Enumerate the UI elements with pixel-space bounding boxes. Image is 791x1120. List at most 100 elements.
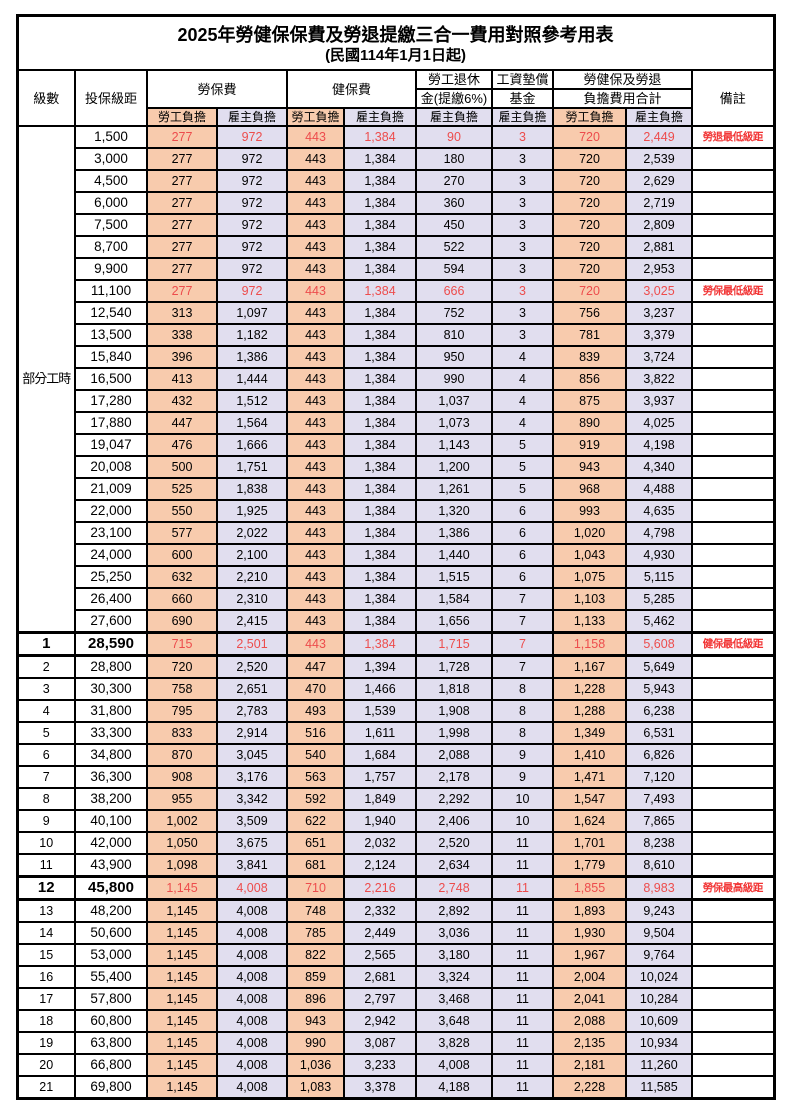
- value-cell: 972: [216, 213, 288, 237]
- col-header-level: 級數: [16, 69, 76, 127]
- value-cell: 1,145: [146, 875, 218, 901]
- note-cell: [691, 565, 775, 589]
- bracket-cell: 57,800: [74, 987, 148, 1011]
- value-cell: 1,200: [415, 455, 493, 479]
- value-cell: 2,041: [552, 987, 627, 1011]
- value-cell: 11: [491, 853, 554, 878]
- value-cell: 8,610: [625, 853, 693, 878]
- value-cell: 2,501: [216, 631, 288, 657]
- value-cell: 8: [491, 699, 554, 723]
- value-cell: 2,178: [415, 765, 493, 789]
- col-header-note: 備註: [691, 69, 775, 127]
- level-cell: 12: [16, 875, 76, 901]
- value-cell: 2,449: [343, 921, 417, 945]
- level-cell: 3: [16, 677, 76, 701]
- value-cell: 632: [146, 565, 218, 589]
- value-cell: 1,838: [216, 477, 288, 501]
- value-cell: 1,103: [552, 587, 627, 611]
- bracket-cell: 63,800: [74, 1031, 148, 1055]
- value-cell: 1,818: [415, 677, 493, 701]
- value-cell: 5,462: [625, 609, 693, 634]
- value-cell: 10,284: [625, 987, 693, 1011]
- value-cell: 1,384: [343, 455, 417, 479]
- value-cell: 1,384: [343, 301, 417, 325]
- value-cell: 972: [216, 257, 288, 281]
- value-cell: 1,701: [552, 831, 627, 855]
- bracket-cell: 26,400: [74, 587, 148, 611]
- value-cell: 1,145: [146, 1031, 218, 1055]
- table-row: 4,500 277 972 443 1,384 270 3 720 2,629: [17, 169, 775, 193]
- value-cell: 11: [491, 1053, 554, 1077]
- value-cell: 2,942: [343, 1009, 417, 1033]
- subheader-labor-employee: 勞工負擔: [146, 107, 218, 127]
- note-cell: [691, 677, 775, 701]
- table-row: 10 42,000 1,050 3,675 651 2,032 2,520 11 1,701 8,…: [16, 831, 775, 855]
- value-cell: 1,684: [343, 743, 417, 767]
- value-cell: 2,881: [625, 235, 693, 259]
- value-cell: 3: [491, 323, 554, 347]
- value-cell: 5: [491, 455, 554, 479]
- value-cell: 443: [286, 367, 345, 391]
- value-cell: 990: [415, 367, 493, 391]
- value-cell: 443: [286, 279, 345, 303]
- value-cell: 5: [491, 477, 554, 501]
- value-cell: 1,998: [415, 721, 493, 745]
- value-cell: 443: [286, 257, 345, 281]
- value-cell: 1,261: [415, 477, 493, 501]
- note-cell: 勞保最高級距: [691, 875, 775, 901]
- subheader-health-employer: 雇主負擔: [343, 107, 417, 127]
- table-row: 8,700 277 972 443 1,384 522 3 720 2,881: [17, 235, 775, 259]
- value-cell: 1,384: [343, 125, 417, 149]
- value-cell: 2,181: [552, 1053, 627, 1077]
- table-row: 20 66,800 1,145 4,008 1,036 3,233 4,008 11 2,181…: [16, 1053, 775, 1077]
- value-cell: 3,841: [216, 853, 288, 878]
- value-cell: 1,751: [216, 455, 288, 479]
- value-cell: 1,893: [552, 898, 627, 923]
- value-cell: 2,216: [343, 875, 417, 901]
- value-cell: 4: [491, 345, 554, 369]
- value-cell: 1,384: [343, 345, 417, 369]
- value-cell: 2,539: [625, 147, 693, 171]
- col-header-wage-fund-line1: 工資墊償: [491, 69, 554, 90]
- note-cell: [691, 169, 775, 193]
- value-cell: 1,908: [415, 699, 493, 723]
- table-row: 24,000 600 2,100 443 1,384 1,440 6 1,043 4,930: [17, 543, 775, 567]
- value-cell: 795: [146, 699, 218, 723]
- value-cell: 8: [491, 721, 554, 745]
- value-cell: 525: [146, 477, 218, 501]
- value-cell: 720: [552, 147, 627, 171]
- value-cell: 4,188: [415, 1075, 493, 1100]
- value-cell: 450: [415, 213, 493, 237]
- value-cell: 7: [491, 631, 554, 657]
- value-cell: 4,008: [216, 1075, 288, 1100]
- value-cell: 4,008: [216, 875, 288, 901]
- level-cell: 20: [16, 1053, 76, 1077]
- bracket-cell: 34,800: [74, 743, 148, 767]
- table-row: 1 28,590 715 2,501 443 1,384 1,715 7 1,158 5,608 健…: [16, 631, 775, 657]
- value-cell: 3,379: [625, 323, 693, 347]
- value-cell: 432: [146, 389, 218, 413]
- value-cell: 856: [552, 367, 627, 391]
- bracket-cell: 22,000: [74, 499, 148, 523]
- value-cell: 5,649: [625, 654, 693, 679]
- value-cell: 180: [415, 147, 493, 171]
- table-row: 12 45,800 1,145 4,008 710 2,216 2,748 11 1,855 8,…: [16, 875, 775, 901]
- value-cell: 4: [491, 367, 554, 391]
- table-row: 19 63,800 1,145 4,008 990 3,087 3,828 11 2,135 10…: [16, 1031, 775, 1055]
- bracket-cell: 55,400: [74, 965, 148, 989]
- bracket-cell: 21,009: [74, 477, 148, 501]
- value-cell: 2,809: [625, 213, 693, 237]
- value-cell: 1,158: [552, 631, 627, 657]
- value-cell: 2,088: [415, 743, 493, 767]
- note-cell: [691, 521, 775, 545]
- level-cell: 15: [16, 943, 76, 967]
- value-cell: 1,384: [343, 389, 417, 413]
- value-cell: 443: [286, 477, 345, 501]
- value-cell: 9: [491, 743, 554, 767]
- value-cell: 1,757: [343, 765, 417, 789]
- value-cell: 11: [491, 1009, 554, 1033]
- value-cell: 1,384: [343, 213, 417, 237]
- value-cell: 3,675: [216, 831, 288, 855]
- value-cell: 875: [552, 389, 627, 413]
- table-row: 13,500 338 1,182 443 1,384 810 3 781 3,379: [17, 323, 775, 347]
